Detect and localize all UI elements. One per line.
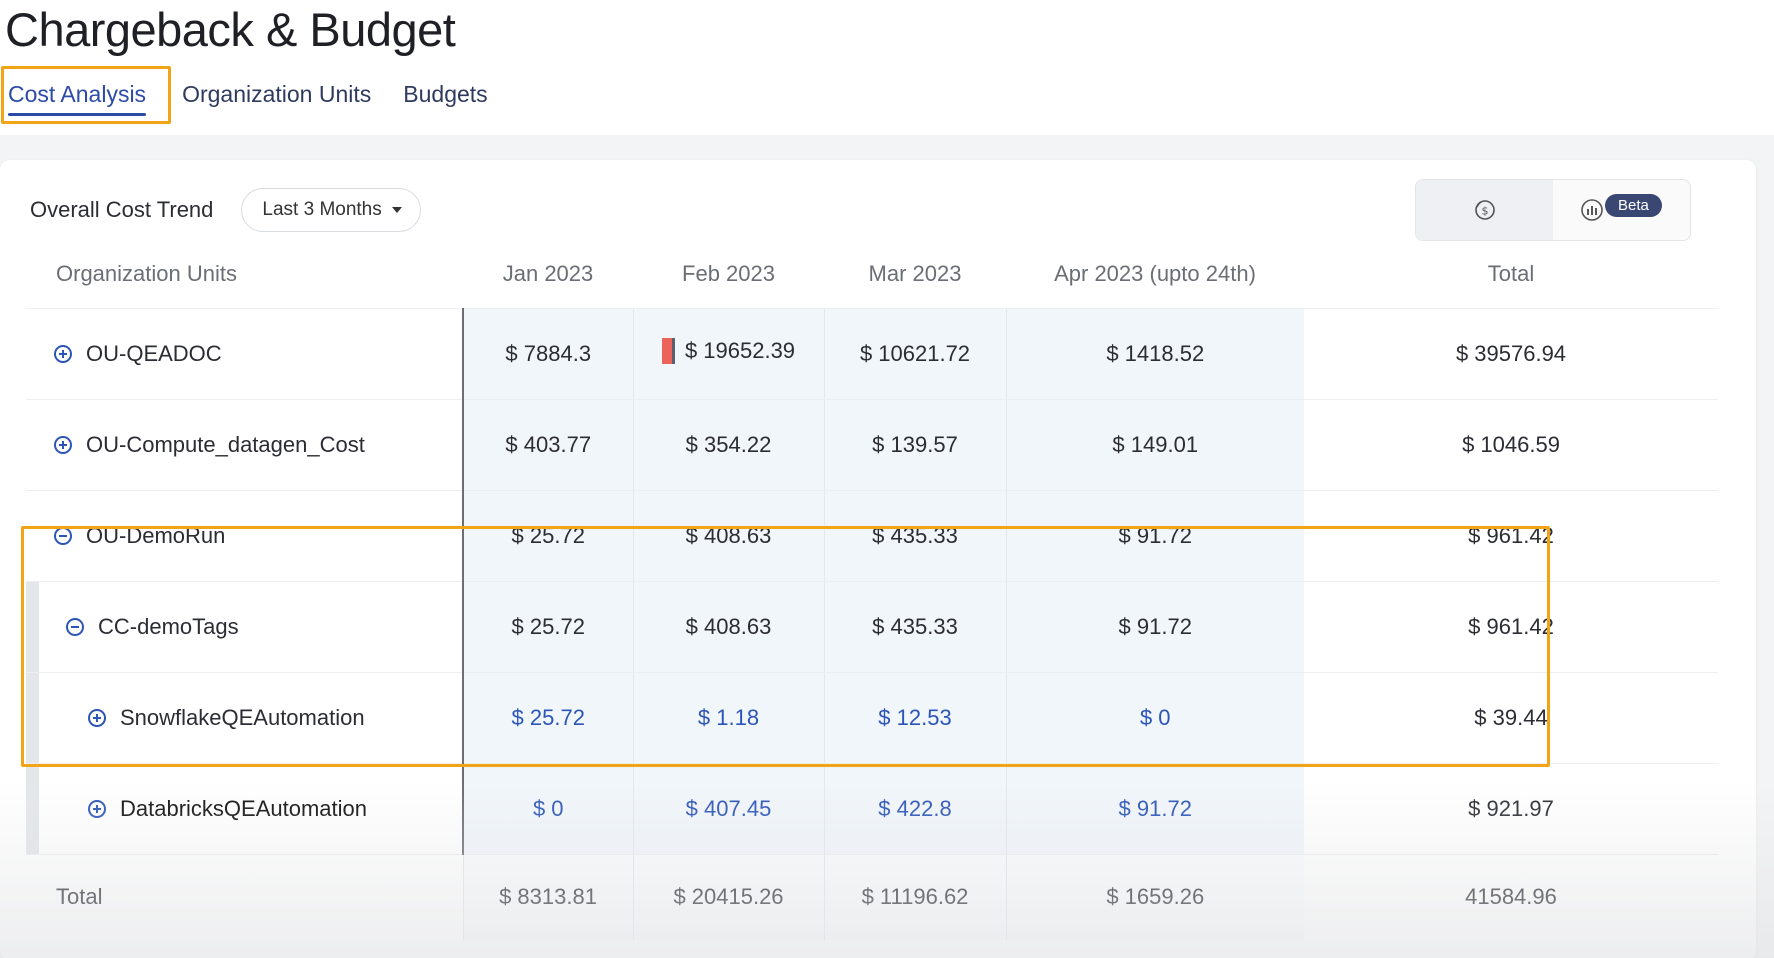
ou-name-cell: CC-demoTags [26,581,464,673]
cost-center-name[interactable]: CC-demoTags [98,613,239,639]
cost-cell: $ 408.63 [632,581,824,673]
ou-name-cell: OU-Compute_datagen_Cost [26,399,464,491]
total-label: Total [56,884,103,910]
cost-cell: $ 91.72 [1005,581,1304,673]
tab-cost-analysis[interactable]: Cost Analysis [8,80,147,116]
page-header: Chargeback & Budget Cost Analysis Organi… [0,0,1774,135]
chart-view-button[interactable]: Beta [1553,180,1690,240]
trend-label: Overall Cost Trend [30,197,214,222]
grand-total-cell: 41584.96 [1304,854,1718,940]
tag-name[interactable]: SnowflakeQEAutomation [120,704,365,730]
dollar-circle-icon: $ [1474,200,1495,220]
total-cell: $ 39576.94 [1304,308,1718,400]
cost-cell: $ 19652.39 [632,308,824,400]
expand-icon[interactable] [54,435,72,454]
ou-name-cell: SnowflakeQEAutomation [26,672,464,764]
total-cell: $ 1046.59 [1304,399,1718,491]
column-header[interactable]: Apr 2023 (upto 24th) [1006,240,1304,309]
total-row: Total $ 8313.81 $ 20415.26 $ 11196.62 $ … [26,854,1718,940]
table-row: CC-demoTags $ 25.72 $ 408.63 $ 435.33 $ … [26,581,1718,673]
tab-label: Organization Units [182,80,372,107]
cost-link[interactable]: $ 1.18 [632,672,824,764]
cost-cell: $ 139.57 [823,399,1006,491]
cost-link[interactable]: $ 91.72 [1005,763,1304,855]
total-cost-cell: $ 11196.62 [823,854,1006,940]
ou-name-cell: OU-DemoRun [26,490,464,582]
cost-cell: $ 435.33 [823,490,1006,582]
bar-chart-icon [1580,199,1603,221]
ou-name-cell: DatabricksQEAutomation [26,763,464,855]
cost-link[interactable]: $ 0 [1005,672,1304,764]
cost-view-button[interactable]: $ [1416,180,1553,240]
cost-cell: $ 354.22 [632,399,824,491]
table-row: DatabricksQEAutomation $ 0 $ 407.45 $ 42… [26,763,1718,855]
tab-label: Cost Analysis [8,80,147,107]
table-row: SnowflakeQEAutomation $ 25.72 $ 1.18 $ 1… [26,672,1718,764]
collapse-icon[interactable] [66,617,84,636]
expand-icon[interactable] [88,799,106,818]
ou-name[interactable]: OU-Compute_datagen_Cost [86,431,365,457]
view-toggle: $ Beta [1415,179,1691,241]
cost-cell: $ 91.72 [1005,490,1304,582]
cost-cell: $ 408.63 [632,490,824,582]
table-row: OU-Compute_datagen_Cost $ 403.77 $ 354.2… [26,399,1718,491]
collapse-icon[interactable] [54,526,72,545]
ou-name-cell: OU-QEADOC [26,308,464,400]
cost-cell: $ 1418.52 [1005,308,1304,400]
total-cell: $ 961.42 [1304,490,1718,582]
cost-link[interactable]: $ 12.53 [823,672,1006,764]
svg-text:$: $ [1481,205,1488,218]
column-header[interactable]: Mar 2023 [824,240,1006,309]
column-header[interactable]: Organization Units [26,240,463,309]
cost-cell: $ 7884.3 [462,308,633,400]
cost-trend-card: Overall Cost Trend Last 3 Months $ Beta [0,160,1756,958]
cost-cell: $ 25.72 [462,490,633,582]
tab-organization-units[interactable]: Organization Units [182,81,371,112]
cost-cell: $ 10621.72 [823,308,1006,400]
cost-cell: $ 435.33 [823,581,1006,673]
cost-link[interactable]: $ 422.8 [823,763,1006,855]
date-range-value: Last 3 Months [262,199,382,220]
table-row: OU-QEADOC $ 7884.3 $ 19652.39 $ 10621.72… [26,308,1718,400]
cost-cell: $ 149.01 [1005,399,1304,491]
ou-name[interactable]: OU-DemoRun [86,522,226,548]
total-cost-cell: $ 8313.81 [462,854,633,940]
active-tab-indicator [8,112,147,116]
cost-cell: $ 403.77 [462,399,633,491]
column-header[interactable]: Jan 2023 [463,240,633,309]
caret-down-icon [391,207,402,213]
column-header[interactable]: Feb 2023 [633,240,824,309]
cost-link[interactable]: $ 0 [462,763,633,855]
tab-bar: Cost Analysis Organization Units Budgets [0,68,520,124]
tab-budgets[interactable]: Budgets [403,81,487,112]
total-cell: $ 921.97 [1304,763,1718,855]
tab-focus-highlight [1,66,171,124]
flag-icon [661,337,675,364]
tag-name[interactable]: DatabricksQEAutomation [120,795,367,821]
cost-value: $ 19652.39 [684,337,796,363]
tab-label: Budgets [403,80,488,107]
cost-cell: $ 25.72 [462,581,633,673]
expand-icon[interactable] [88,708,106,727]
page-title: Chargeback & Budget [5,3,456,56]
cost-table: Organization Units Jan 2023 Feb 2023 Mar… [26,240,1718,940]
beta-badge: Beta [1605,194,1662,217]
cost-link[interactable]: $ 25.72 [462,672,633,764]
total-cost-cell: $ 20415.26 [632,854,824,940]
column-header[interactable]: Total [1304,240,1718,309]
table-row: OU-DemoRun $ 25.72 $ 408.63 $ 435.33 $ 9… [26,490,1718,582]
ou-name[interactable]: OU-QEADOC [86,340,222,366]
table-header-row: Organization Units Jan 2023 Feb 2023 Mar… [26,240,1718,309]
total-cell: $ 961.42 [1304,581,1718,673]
total-label-cell: Total [26,854,464,940]
date-range-select[interactable]: Last 3 Months [241,188,421,232]
cost-link[interactable]: $ 407.45 [632,763,824,855]
total-cell: $ 39.44 [1304,672,1718,764]
total-cost-cell: $ 1659.26 [1005,854,1304,940]
expand-icon[interactable] [54,344,72,363]
card-header: Overall Cost Trend Last 3 Months [30,188,421,232]
